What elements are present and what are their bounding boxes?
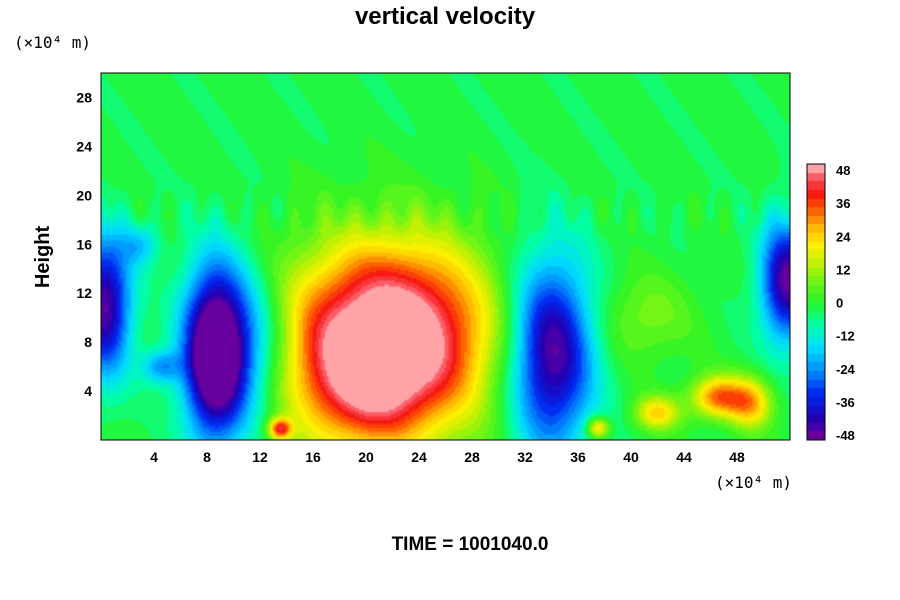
heatmap-image	[101, 73, 790, 440]
colorbar-tick-label: 48	[836, 163, 850, 178]
x-tick-label: 36	[570, 449, 586, 465]
colorbar-image	[807, 164, 825, 440]
colorbar-tick-label: 36	[836, 196, 850, 211]
y-tick-label: 20	[76, 187, 92, 203]
colorbar-ticks: 48 36 24 12 0 -12 -24 -36 -48	[836, 163, 856, 443]
x-tick-label: 32	[517, 449, 533, 465]
colorbar-tick-label: -12	[836, 329, 855, 344]
plot-area	[101, 73, 790, 440]
x-tick-label: 28	[464, 449, 480, 465]
y-tick-label: 12	[76, 285, 92, 301]
colorbar-tick-label: 12	[836, 262, 850, 277]
colorbar-frame	[806, 163, 826, 441]
x-axis-ticks: 4 8 12 16 20 24 28 32 36 40 44 48	[150, 449, 745, 465]
time-label: TIME = 1001040.0	[392, 534, 549, 555]
colorbar-tick-label: -36	[836, 395, 855, 410]
y-tick-label: 28	[76, 89, 92, 105]
plot-frame	[100, 72, 791, 441]
x-tick-label: 12	[252, 449, 268, 465]
x-tick-label: 16	[305, 449, 321, 465]
x-tick-label: 20	[358, 449, 374, 465]
chart-title: vertical velocity	[355, 3, 536, 30]
y-tick-label: 16	[76, 236, 92, 252]
x-tick-label: 40	[623, 449, 639, 465]
y-axis-ticks: 4 8 12 16 20 24 28	[76, 89, 92, 399]
y-tick-label: 24	[76, 138, 92, 154]
x-tick-label: 24	[411, 449, 427, 465]
colorbar: 48 36 24 12 0 -12 -24 -36 -48	[806, 163, 856, 443]
colorbar-tick-label: 0	[836, 296, 843, 311]
x-tick-label: 44	[676, 449, 692, 465]
colorbar-tick-label: 24	[836, 229, 851, 244]
colorbar-tick-label: -24	[836, 362, 856, 377]
y-tick-label: 8	[84, 334, 92, 350]
x-tick-label: 48	[729, 449, 745, 465]
x-unit-label: (×10⁴ m)	[715, 473, 792, 492]
y-unit-label: (×10⁴ m)	[14, 33, 91, 52]
y-axis-label: Height	[32, 226, 54, 289]
x-tick-label: 4	[150, 449, 158, 465]
colorbar-tick-label: -48	[836, 428, 855, 443]
y-tick-label: 4	[84, 383, 92, 399]
x-tick-label: 8	[203, 449, 211, 465]
